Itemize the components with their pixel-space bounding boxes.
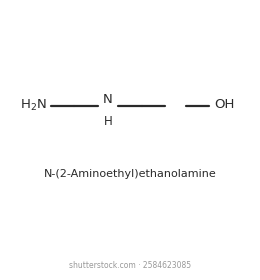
Text: OH: OH <box>215 99 235 111</box>
Text: shutterstock.com · 2584623085: shutterstock.com · 2584623085 <box>69 262 191 270</box>
Text: N-(2-Aminoethyl)ethanolamine: N-(2-Aminoethyl)ethanolamine <box>44 169 216 179</box>
Text: N: N <box>103 93 113 106</box>
Text: H: H <box>103 115 112 128</box>
Text: H$_2$N: H$_2$N <box>20 97 47 113</box>
